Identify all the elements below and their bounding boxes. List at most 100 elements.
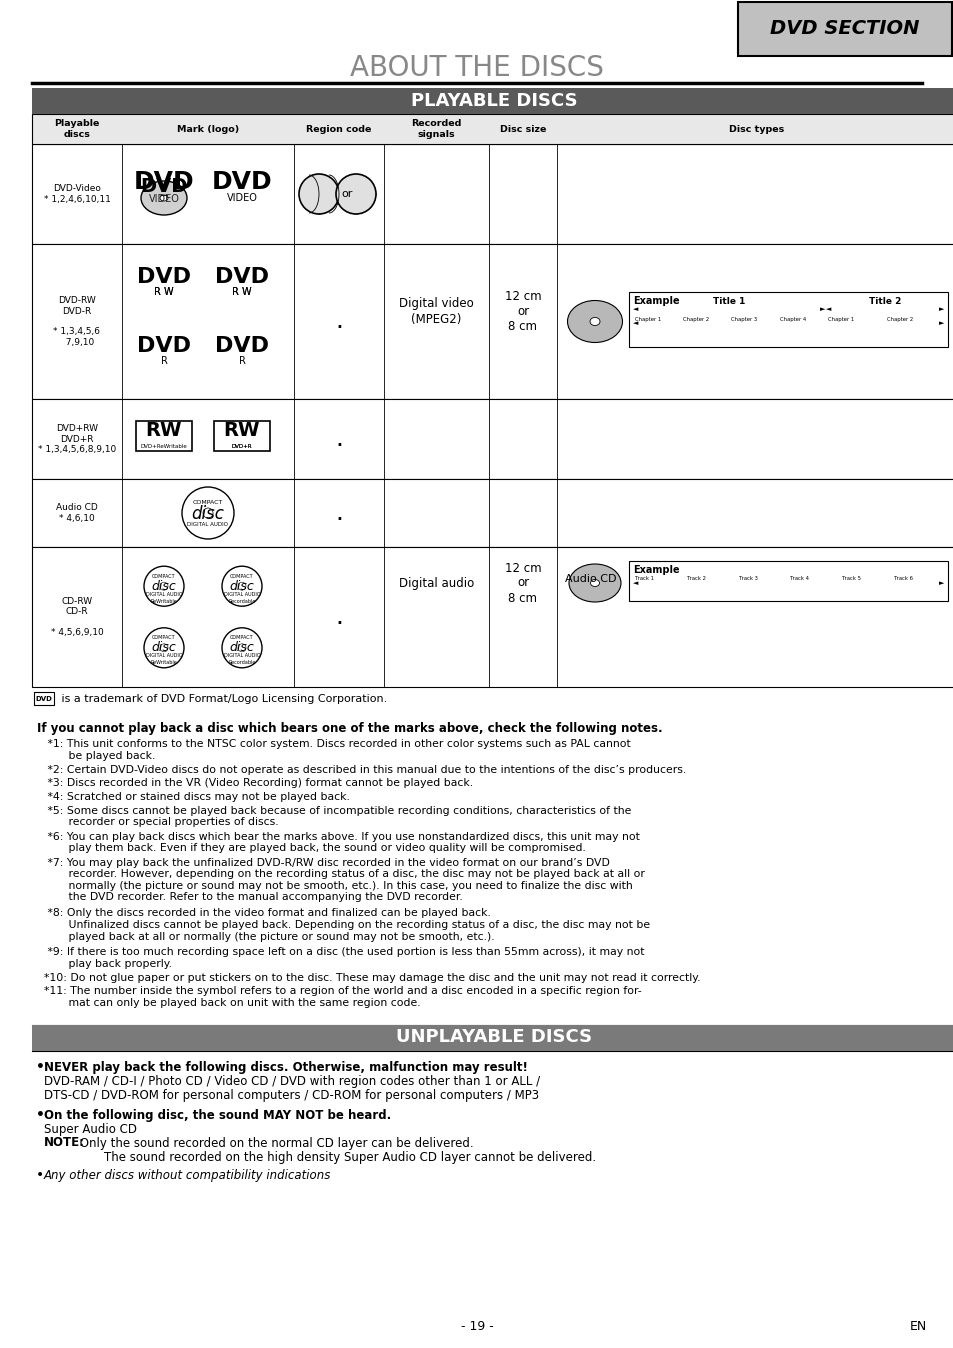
Text: •: •	[36, 1169, 44, 1182]
Bar	[136, 421, 192, 452]
Text: ◄: ◄	[633, 306, 638, 313]
Text: disc: disc	[192, 506, 224, 523]
Ellipse shape	[567, 301, 622, 342]
Circle shape	[144, 566, 184, 607]
Text: .: .	[335, 427, 343, 452]
Text: DIGITAL AUDIO: DIGITAL AUDIO	[223, 654, 260, 658]
Text: ReWritable: ReWritable	[151, 599, 177, 604]
Text: disc: disc	[152, 642, 176, 654]
Text: .: .	[335, 605, 343, 630]
Text: R: R	[160, 356, 168, 365]
Text: CD-RW
CD-R

* 4,5,6,9,10: CD-RW CD-R * 4,5,6,9,10	[51, 597, 103, 638]
Text: —: —	[160, 191, 168, 201]
Text: ◄: ◄	[825, 306, 830, 313]
Circle shape	[222, 628, 262, 667]
Text: Chapter 2: Chapter 2	[886, 317, 912, 322]
Text: Recorded
signals: Recorded signals	[411, 120, 461, 139]
Text: Example: Example	[633, 295, 679, 306]
Circle shape	[237, 644, 246, 652]
Text: - 19 -: - 19 -	[460, 1320, 493, 1333]
Text: Title 2: Title 2	[868, 298, 901, 306]
Circle shape	[160, 582, 168, 590]
Ellipse shape	[141, 181, 187, 214]
Text: DVD-RAM / CD-I / Photo CD / Video CD / DVD with region codes other than 1 or ALL: DVD-RAM / CD-I / Photo CD / Video CD / D…	[44, 1074, 539, 1103]
Text: R W: R W	[232, 287, 252, 298]
Text: ◄: ◄	[633, 321, 638, 326]
Text: Audio CD: Audio CD	[564, 574, 616, 584]
Text: Only the sound recorded on the normal CD layer can be delivered.: Only the sound recorded on the normal CD…	[76, 1136, 473, 1150]
Text: •: •	[36, 1061, 45, 1074]
Bar	[32, 144, 953, 244]
Bar	[628, 561, 947, 601]
Text: ►: ►	[938, 321, 943, 326]
Text: R W: R W	[154, 287, 173, 298]
Ellipse shape	[568, 563, 620, 603]
Text: DVD-RW
DVD-R

* 1,3,4,5,6
  7,9,10: DVD-RW DVD-R * 1,3,4,5,6 7,9,10	[53, 297, 100, 346]
Text: DIGITAL AUDIO: DIGITAL AUDIO	[188, 523, 229, 527]
Text: The sound recorded on the high density Super Audio CD layer cannot be delivered.: The sound recorded on the high density S…	[104, 1150, 596, 1163]
Text: Track 4: Track 4	[790, 576, 809, 581]
Text: On the following disc, the sound MAY NOT be heard.: On the following disc, the sound MAY NOT…	[44, 1108, 391, 1122]
Text: *10: Do not glue paper or put stickers on to the disc. These may damage the disc: *10: Do not glue paper or put stickers o…	[44, 973, 700, 983]
Text: PLAYABLE DISCS: PLAYABLE DISCS	[410, 92, 577, 111]
Text: ReWritable: ReWritable	[151, 661, 177, 666]
Bar	[32, 479, 953, 547]
Text: disc: disc	[230, 580, 254, 593]
Text: COMPACT: COMPACT	[152, 574, 175, 578]
Text: *7: You may play back the unfinalized DVD-R/RW disc recorded in the video format: *7: You may play back the unfinalized DV…	[44, 857, 644, 902]
Bar	[738, 1, 951, 57]
Text: Example: Example	[633, 565, 679, 576]
Circle shape	[160, 644, 168, 652]
Text: Recordable: Recordable	[228, 599, 255, 604]
Text: Region code: Region code	[306, 124, 372, 133]
Text: NEVER play back the following discs. Otherwise, malfunction may result!: NEVER play back the following discs. Oth…	[44, 1061, 527, 1073]
Text: Title 1: Title 1	[713, 298, 745, 306]
Text: RW: RW	[224, 422, 260, 441]
Text: COMPACT: COMPACT	[230, 574, 253, 578]
Text: Track 3: Track 3	[738, 576, 757, 581]
Text: COMPACT: COMPACT	[230, 635, 253, 640]
Bar	[32, 399, 953, 479]
Text: VIDEO: VIDEO	[226, 193, 257, 204]
Text: DVD: DVD	[137, 336, 191, 356]
Text: ►: ►	[938, 580, 943, 586]
Text: R: R	[238, 356, 245, 365]
Text: *2: Certain DVD-Video discs do not operate as described in this manual due to th: *2: Certain DVD-Video discs do not opera…	[44, 766, 685, 775]
Text: *9: If there is too much recording space left on a disc (the used portion is les: *9: If there is too much recording space…	[44, 948, 644, 969]
Text: *5: Some discs cannot be played back because of incompatible recording condition: *5: Some discs cannot be played back bec…	[44, 806, 631, 828]
Text: DIGITAL AUDIO: DIGITAL AUDIO	[146, 654, 182, 658]
Text: Digital audio: Digital audio	[398, 577, 474, 589]
Text: ►: ►	[820, 306, 825, 313]
Text: EN: EN	[909, 1320, 926, 1333]
Bar	[32, 547, 953, 687]
Text: Digital video
(MPEG2): Digital video (MPEG2)	[398, 298, 474, 325]
Text: ►: ►	[938, 306, 943, 313]
Text: DVD: DVD	[214, 336, 269, 356]
Text: DVD: DVD	[212, 170, 272, 194]
Text: *11: The number inside the symbol refers to a region of the world and a disc enc: *11: The number inside the symbol refers…	[44, 987, 641, 1008]
Text: disc: disc	[230, 642, 254, 654]
Circle shape	[298, 174, 338, 214]
Ellipse shape	[589, 318, 599, 325]
Text: DVD: DVD	[137, 267, 191, 287]
Text: Track 2: Track 2	[686, 576, 705, 581]
Text: COMPACT: COMPACT	[152, 635, 175, 640]
Text: *1: This unit conforms to the NTSC color system. Discs recorded in other color s: *1: This unit conforms to the NTSC color…	[44, 739, 630, 760]
Text: Disc types: Disc types	[728, 124, 783, 133]
Text: or: or	[341, 189, 353, 200]
Text: *6: You can play back discs which bear the marks above. If you use nonstandardiz: *6: You can play back discs which bear t…	[44, 832, 639, 853]
Ellipse shape	[160, 195, 168, 201]
Text: R W: R W	[232, 287, 252, 298]
Text: R W: R W	[154, 287, 173, 298]
Circle shape	[144, 628, 184, 667]
Text: COMPACT: COMPACT	[193, 500, 223, 506]
Bar	[628, 291, 947, 346]
Text: Disc size: Disc size	[499, 124, 546, 133]
Bar	[34, 692, 54, 705]
Text: Any other discs without compatibility indications: Any other discs without compatibility in…	[44, 1169, 331, 1181]
Text: *8: Only the discs recorded in the video format and finalized can be played back: *8: Only the discs recorded in the video…	[44, 909, 649, 942]
Text: VIDEO: VIDEO	[149, 194, 179, 204]
Bar	[32, 115, 953, 144]
Circle shape	[203, 508, 213, 518]
Text: NOTE:: NOTE:	[44, 1136, 85, 1150]
